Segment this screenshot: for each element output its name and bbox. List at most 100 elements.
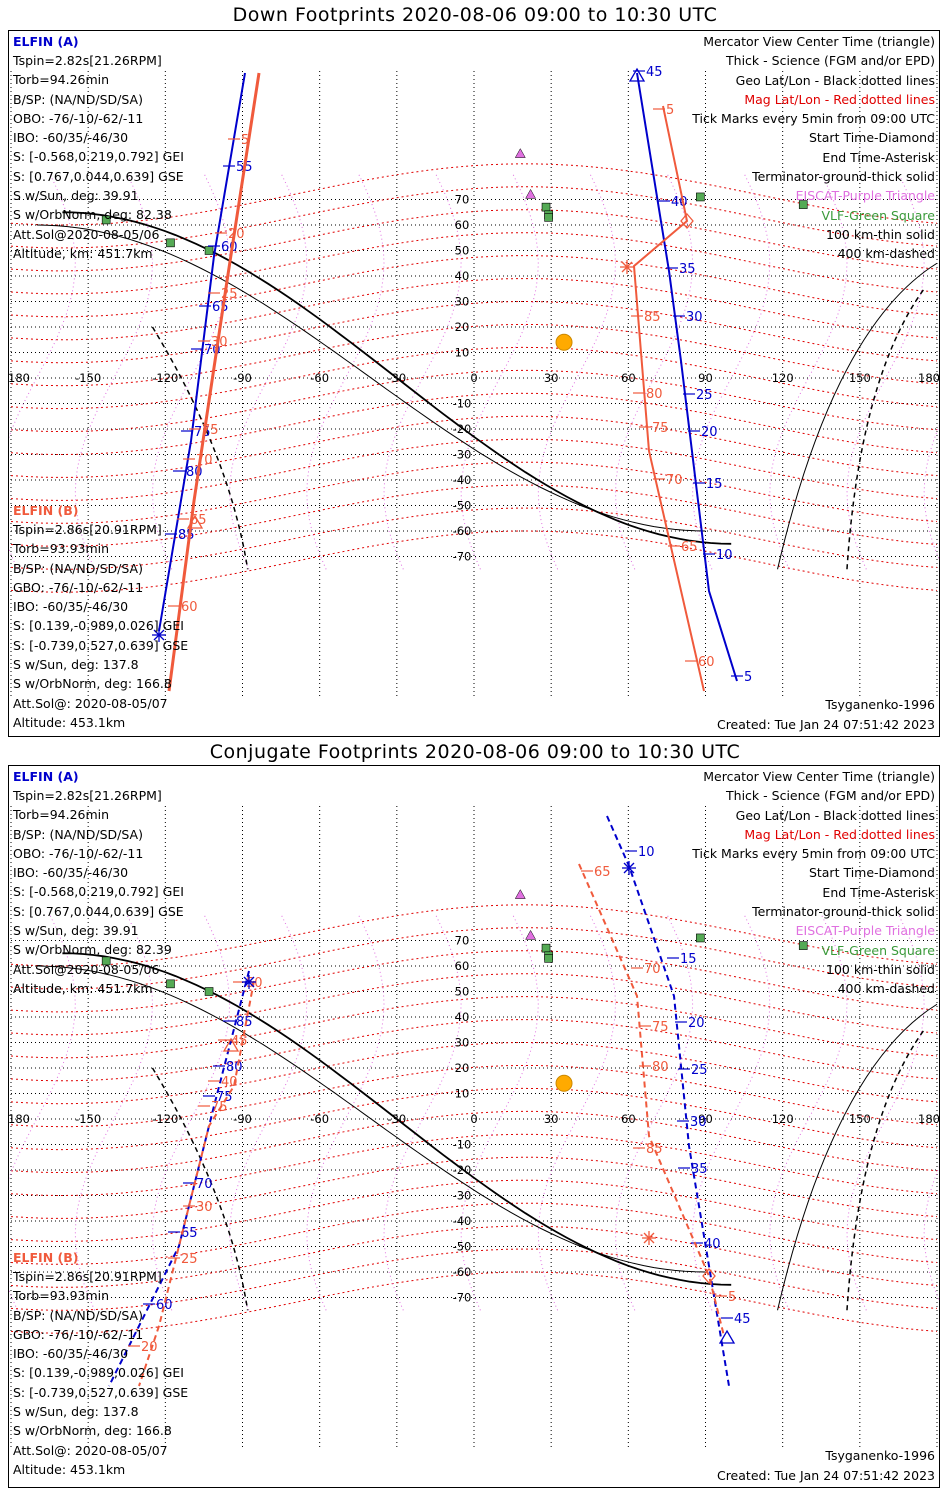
elfin-b-track-tick-label: 25 [181,1252,198,1267]
mag-meridian [151,173,231,570]
elfin-a-track-tick-label: 25 [696,388,713,403]
elfin_b-line: IBO: -60/35/-46/30 [13,599,129,615]
elfin-b-track-tick-label: 85 [644,310,661,325]
center-triangle-icon [628,67,646,82]
legend-item: VLF-Green Square [821,207,935,223]
elfin_b-line: Torb=93.93min [13,541,110,557]
mag-meridian [923,425,939,561]
vlf-square-icon [798,200,808,209]
legend-item: 100 km-thin solid [826,961,935,977]
lat-tick-label: 40 [455,1010,470,1024]
lat-tick-label: 50 [455,244,470,258]
elfin-b-info: Tspin=2.86s[20.91RPM] Torb=93.93min B/SP: … [13,1267,188,1479]
elfin_a-line: OBO: -76/-10/-62/-11 [13,110,144,126]
center-triangle-icon [718,1329,736,1344]
mag-meridian [306,914,385,1311]
lon-tick-label: -150 [75,371,101,385]
elfin-b-name: ELFIN (B) [13,1250,79,1265]
mag-parallel [10,415,938,478]
end-asterisk-icon [153,629,165,641]
terminator-100km [36,224,706,532]
elfin_a-line: Altitude, km: 451.7km [13,980,153,996]
elfin-a-track-tick-label: 85 [236,1015,253,1030]
elfin-a-track-tick-label: 20 [688,1016,705,1031]
lon-tick-label: 150 [849,1112,871,1126]
lon-tick-label: -60 [310,371,329,385]
elfin-b-track-path [578,863,725,1337]
mag-meridian [769,914,848,1311]
elfin_b-line: Att.Sol@: 2020-08-05/07 [13,1442,168,1458]
elfin_b-line: S: [-0.739,0.527,0.639] GSE [13,637,189,653]
elfin-b-track-tick-label: 40 [221,1075,238,1090]
panel-title: Conjugate Footprints 2020-08-06 09:00 to… [209,741,741,763]
lon-tick-label: 30 [544,371,559,385]
lon-tick-label: -120 [152,371,178,385]
legend-item: Tick Marks every 5min from 09:00 UTC [692,111,935,127]
elfin_b-line: GBO: -76/-10/-62/-11 [13,1326,144,1342]
elfin-a-track-path [636,72,738,682]
elfin_b-line: Altitude: 453.1km [13,1461,126,1477]
elfin-a-info: Tspin=2.82s[21.26RPM] Torb=94.26min B/SP: … [13,51,184,263]
vlf-square-icon [544,213,553,222]
lat-tick-label: 20 [455,320,470,334]
terminator-100km [777,1003,938,1311]
elfin-b-track-tick-label: 60 [181,600,198,615]
elfin-b-track-tick-label: 5 [728,1290,736,1305]
elfin_b-line: B/SP: (NA/ND/SD/SA) [13,560,143,576]
lat-tick-label: -50 [453,1240,472,1254]
panel-title: Down Footprints 2020-08-06 09:00 to 10:3… [232,4,718,26]
elfin-a-track-tick-label: 5 [744,670,752,685]
elfin_a-line: S w/OrbNorm, deg: 82.39 [13,942,172,958]
map-canvas: 180 -150 -120 -90 -60 -30 0 30 60 90 120 150 180 70 60… [9,806,939,1447]
lon-tick-label: -60 [310,1112,329,1126]
terminator-ground [62,211,732,545]
map-frame: 180 -150 -120 -90 -60 -30 0 30 60 90 120 150 180 70 60… [8,30,940,737]
legend-item: Mercator View Center Time (triangle) [703,34,935,49]
elfin_a-line: Torb=94.26min [13,807,110,823]
end-asterisk-icon [621,261,633,273]
elfin_b-line: S: [0.139,-0.989,0.026] GEI [13,618,184,634]
elfin-a-track-tick-label: 65 [212,300,229,315]
elfin-b-track-tick-label: 25 [221,287,238,302]
elfin-b-track-tick-label: 80 [646,387,663,402]
elfin-b-track-tick-label: 70 [196,453,213,468]
elfin_b-line: B/SP: (NA/ND/SD/SA) [13,1307,143,1323]
legend-item: Thick - Science (FGM and/or EPD) [726,788,935,804]
elfin-b-track-path [632,105,705,692]
elfin_b-line: S w/Sun, deg: 137.8 [13,1404,139,1420]
elfin-b-track-tick-label: 30 [211,335,228,350]
lon-tick-label: -30 [387,371,406,385]
lat-tick-label: 30 [455,1036,470,1050]
lat-tick-label: -50 [453,499,472,513]
lat-tick-label: -30 [453,448,472,462]
end-asterisk-icon [623,862,635,874]
legend-item: 400 km-dashed [837,981,935,997]
mag-meridian [229,914,308,1311]
elfin_a-line: Tspin=2.82s[21.26RPM] [13,788,162,803]
mag-meridian [846,173,925,570]
vlf-square-icon [166,238,175,248]
elfin-b-track-tick-label: 70 [666,473,683,488]
lon-tick-label: 120 [772,1112,794,1126]
vlf-square-icon [696,933,705,943]
lon-tick-label: -150 [75,1112,101,1126]
elfin-b-track-tick-label: 45 [231,1034,248,1049]
elfin_a-line: B/SP: (NA/ND/SD/SA) [13,826,143,842]
eiscat-triangle-icon [525,929,537,940]
lat-tick-label: -70 [453,1291,472,1305]
mag-meridian [460,173,539,570]
elfin-b-track-tick-label: 70 [644,962,661,977]
lon-tick-label: 180 [918,371,939,385]
legend-item: Geo Lat/Lon - Black dotted lines [735,807,935,823]
elfin-b-track-tick-label: 60 [698,655,715,670]
lat-tick-label: -20 [453,1163,472,1177]
lat-tick-label: 50 [455,985,470,999]
center-triangle-icon [186,514,204,529]
elfin-a-track-tick-label: 40 [704,1237,721,1252]
lon-tick-label: 180 [9,371,30,385]
created-label: Created: Tue Jan 24 07:51:42 2023 [716,717,935,732]
elfin-a-name: ELFIN (A) [13,769,79,784]
elfin_a-line: Tspin=2.82s[21.26RPM] [13,53,162,68]
elfin-b-track-tick-label: 75 [211,1100,228,1115]
lat-tick-label: -60 [453,524,472,538]
